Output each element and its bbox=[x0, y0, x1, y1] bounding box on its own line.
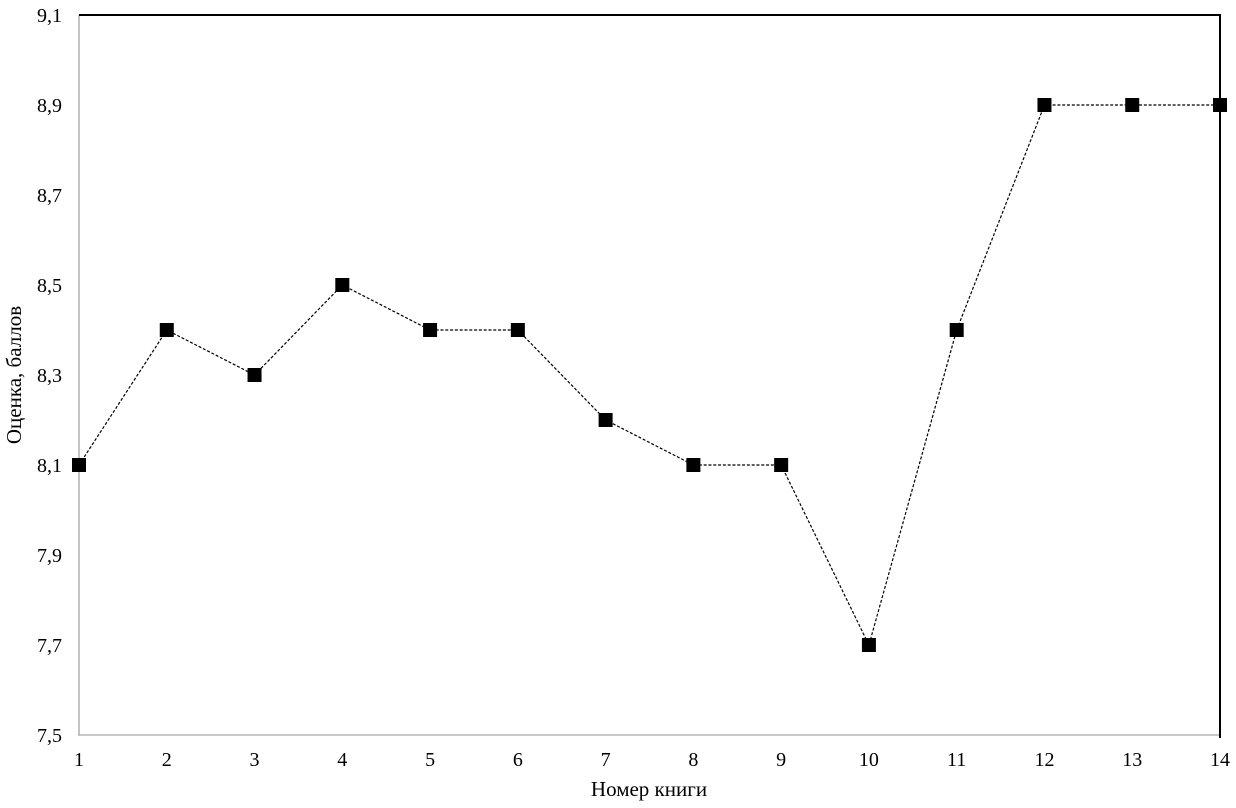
x-tick-label: 9 bbox=[776, 749, 786, 771]
y-tick-label: 7,5 bbox=[37, 725, 62, 747]
plot-area: 7,57,77,98,18,38,58,78,99,11 2 3 4 5 6 7 8 9 10 11… bbox=[37, 5, 1230, 771]
data-point-marker bbox=[423, 323, 438, 337]
x-tick-label: 12 bbox=[1034, 749, 1054, 771]
y-tick-label: 8,5 bbox=[37, 275, 62, 297]
data-series-line bbox=[78, 104, 1220, 647]
data-point-marker bbox=[949, 323, 964, 337]
x-axis-title: Номер книги bbox=[591, 777, 707, 801]
x-tick-label: 13 bbox=[1122, 749, 1142, 771]
data-point-marker bbox=[335, 278, 350, 292]
y-tick-label: 7,9 bbox=[37, 545, 62, 567]
data-point-marker bbox=[598, 413, 613, 427]
data-point-marker bbox=[510, 323, 525, 337]
data-point-marker bbox=[774, 458, 789, 472]
x-tick-label: 14 bbox=[1210, 749, 1230, 771]
y-tick-label: 7,7 bbox=[37, 635, 62, 657]
y-tick-label: 9,1 bbox=[37, 5, 62, 27]
data-point-marker bbox=[1037, 98, 1052, 112]
data-point-marker bbox=[159, 323, 174, 337]
data-point-marker bbox=[1213, 98, 1227, 112]
data-point-marker bbox=[861, 638, 876, 652]
y-axis-title: Оценка, баллов bbox=[2, 306, 26, 444]
y-tick-label: 8,1 bbox=[37, 455, 62, 477]
x-tick-label: 11 bbox=[947, 749, 966, 771]
y-tick-label: 8,3 bbox=[37, 365, 62, 387]
x-tick-label: 1 bbox=[74, 749, 84, 771]
x-tick-label: 10 bbox=[859, 749, 879, 771]
x-tick-label: 3 bbox=[250, 749, 260, 771]
x-tick-label: 2 bbox=[162, 749, 172, 771]
y-tick-label: 8,9 bbox=[37, 95, 62, 117]
y-tick-label: 8,7 bbox=[37, 185, 62, 207]
x-tick-label: 4 bbox=[337, 749, 347, 771]
data-point-marker bbox=[686, 458, 701, 472]
data-point-marker bbox=[1125, 98, 1140, 112]
x-tick-label: 5 bbox=[425, 749, 435, 771]
x-tick-label: 8 bbox=[688, 749, 698, 771]
data-point-marker bbox=[72, 458, 86, 472]
x-tick-label: 7 bbox=[601, 749, 611, 771]
x-tick-label: 6 bbox=[513, 749, 523, 771]
data-point-marker bbox=[247, 368, 262, 382]
